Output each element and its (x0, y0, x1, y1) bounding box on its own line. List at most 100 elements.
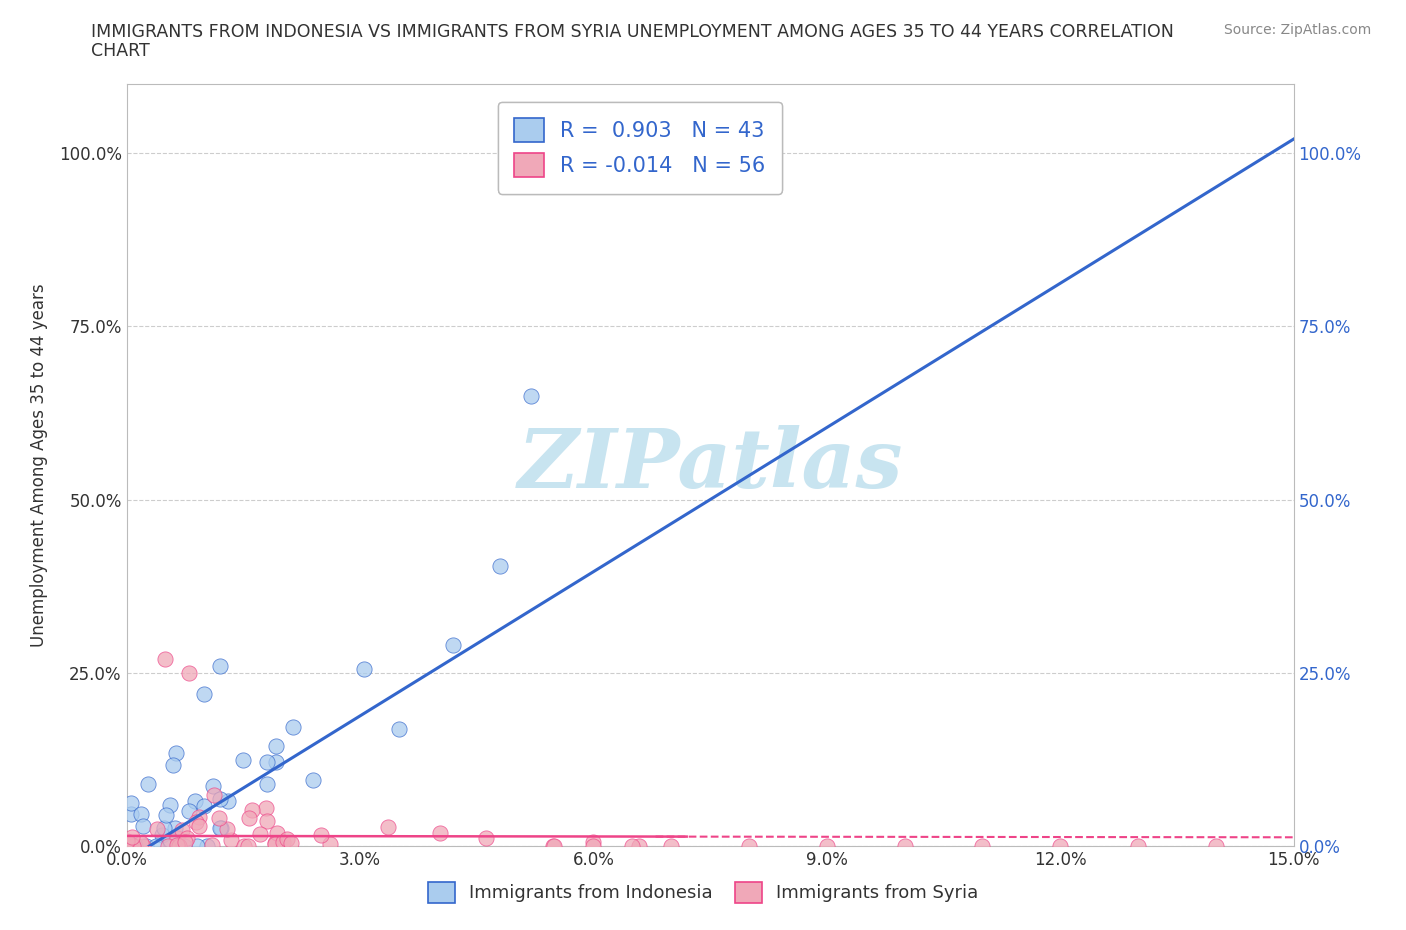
Point (271, 834, 294, 849)
Point (152, 828, 174, 843)
Point (208, 820, 231, 835)
Point (135, 839, 157, 854)
Point (236, 839, 259, 854)
Point (177, 666, 200, 681)
Point (115, 833, 138, 848)
Point (162, 757, 184, 772)
Text: ZIPatlas: ZIPatlas (517, 425, 903, 505)
Point (281, 719, 304, 734)
Point (1126, 839, 1149, 854)
Point (221, 832, 243, 847)
Point (582, 834, 605, 849)
Point (193, 686, 215, 701)
Legend: Immigrants from Indonesia, Immigrants from Syria: Immigrants from Indonesia, Immigrants fr… (419, 872, 987, 911)
Point (132, 818, 155, 833)
Point (167, 838, 190, 853)
Point (132, 839, 155, 854)
Point (353, 661, 375, 676)
Point (195, 839, 218, 854)
Point (201, 837, 224, 852)
Point (155, 807, 177, 822)
Point (124, 839, 146, 854)
Point (893, 839, 915, 854)
Point (429, 826, 451, 841)
Point (209, 820, 232, 835)
Point (280, 836, 302, 851)
Point (232, 752, 254, 767)
Point (264, 754, 287, 769)
Point (186, 839, 208, 854)
Point (131, 835, 153, 850)
Point (121, 830, 143, 844)
Legend: R =  0.903   N = 43, R = -0.014   N = 56: R = 0.903 N = 43, R = -0.014 N = 56 (498, 101, 782, 193)
Point (156, 839, 179, 854)
Point (264, 835, 287, 850)
Point (187, 818, 209, 833)
Point (188, 809, 211, 824)
Point (120, 837, 142, 852)
Point (177, 804, 200, 818)
Point (621, 839, 644, 854)
Point (131, 806, 153, 821)
Point (489, 559, 512, 574)
Point (186, 815, 208, 830)
Point (972, 839, 994, 854)
Point (120, 796, 142, 811)
Point (217, 794, 239, 809)
Point (136, 777, 159, 791)
Point (256, 814, 278, 829)
Point (441, 638, 464, 653)
Point (166, 837, 188, 852)
Point (264, 837, 287, 852)
Point (208, 658, 231, 673)
Point (155, 652, 177, 667)
Y-axis label: Unemployment Among Ages 35 to 44 years: Unemployment Among Ages 35 to 44 years (30, 284, 48, 646)
Point (166, 830, 188, 845)
Point (159, 832, 181, 847)
Point (543, 839, 565, 854)
Point (159, 797, 181, 812)
Text: CHART: CHART (91, 42, 150, 60)
Point (201, 778, 224, 793)
Point (276, 831, 298, 846)
Point (256, 777, 278, 791)
Point (240, 803, 263, 817)
Point (254, 801, 277, 816)
Text: IMMIGRANTS FROM INDONESIA VS IMMIGRANTS FROM SYRIA UNEMPLOYMENT AMONG AGES 35 TO: IMMIGRANTS FROM INDONESIA VS IMMIGRANTS … (91, 23, 1174, 41)
Point (249, 827, 271, 842)
Point (145, 839, 167, 854)
Point (202, 788, 225, 803)
Point (1049, 839, 1071, 854)
Point (233, 839, 256, 854)
Point (628, 839, 651, 854)
Point (153, 820, 176, 835)
Point (815, 839, 838, 854)
Point (184, 793, 207, 808)
Point (377, 819, 399, 834)
Point (388, 722, 411, 737)
Point (256, 754, 278, 769)
Point (266, 826, 288, 841)
Point (163, 820, 186, 835)
Point (122, 838, 145, 853)
Point (598, 146, 620, 161)
Point (208, 810, 231, 825)
Point (319, 837, 342, 852)
Point (208, 791, 231, 806)
Point (1205, 839, 1227, 854)
Point (176, 830, 198, 845)
Point (238, 811, 260, 826)
Point (120, 806, 142, 821)
Point (474, 830, 496, 845)
Point (165, 746, 187, 761)
Point (738, 839, 761, 854)
Point (121, 837, 143, 852)
Point (170, 822, 193, 837)
Point (302, 773, 325, 788)
Point (117, 839, 139, 854)
Point (173, 839, 195, 854)
Point (215, 822, 238, 837)
Point (520, 388, 543, 403)
Point (309, 828, 332, 843)
Point (193, 799, 215, 814)
